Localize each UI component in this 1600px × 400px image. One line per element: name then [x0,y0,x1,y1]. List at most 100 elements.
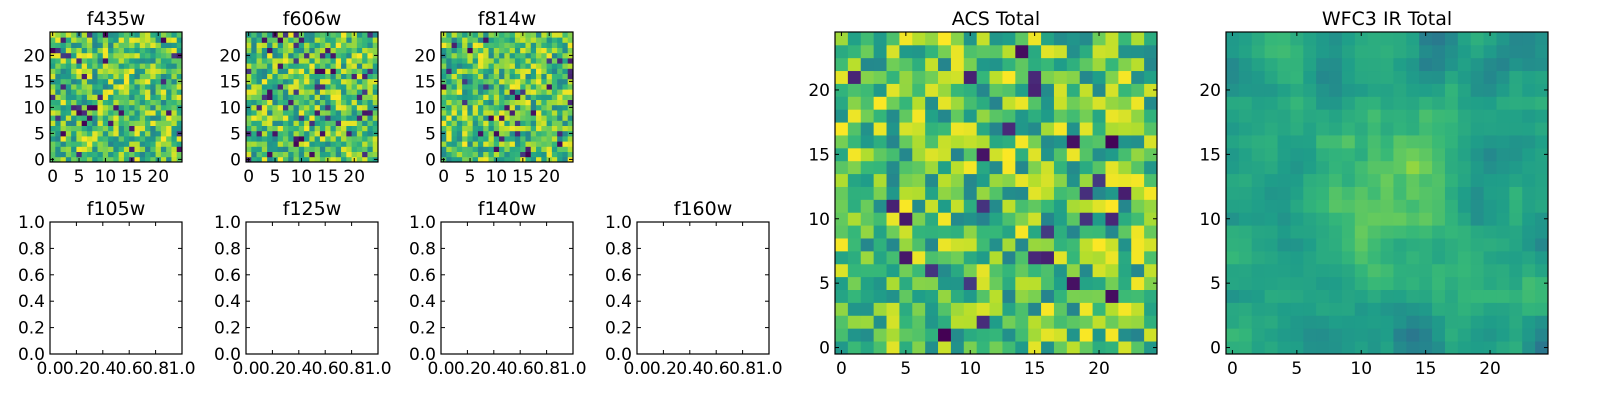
heatmap-cell [97,110,104,116]
heatmap-cell [873,147,887,162]
heatmap-cell [963,302,978,316]
heatmap-cell [886,238,900,252]
heatmap-cell [86,151,93,158]
y-tick-label: 0.4 [214,292,241,312]
x-tick-label: 15 [1415,359,1437,379]
heatmap-cell [976,238,990,252]
heatmap-cell [330,94,337,100]
y-tick-label: 0.2 [18,319,45,339]
x-tick-label: 0 [243,167,254,187]
heatmap-cell [282,156,289,163]
heatmap-cell [1535,315,1549,329]
heatmap-cell [1002,328,1016,342]
heatmap-cell [1522,328,1536,342]
heatmap-cell [530,37,537,43]
heatmap-cell [246,37,252,43]
heatmap-cell [1432,147,1446,162]
heatmap-cell [1432,276,1446,290]
heatmap-cell [1092,238,1106,252]
heatmap-cell [847,276,862,290]
heatmap-cell [102,63,109,69]
heatmap-cell [160,156,167,163]
heatmap-cell [272,47,279,54]
heatmap-cell [1367,238,1381,252]
heatmap-cell [1277,160,1291,175]
heatmap-cell [925,32,939,46]
heatmap-cell [123,58,130,64]
x-tick-label: 10 [95,167,117,187]
heatmap-cell [314,156,321,163]
heatmap-cell [462,156,468,163]
heatmap-cell [1028,250,1042,265]
heatmap-cell [1079,263,1093,278]
heatmap-cell [362,68,368,74]
heatmap-cell [1277,289,1291,303]
heatmap-cell [1496,276,1510,290]
heatmap-cell [1535,263,1549,278]
heatmap-cell [483,47,489,54]
heatmap-cell [288,58,294,64]
heatmap-cell [1367,70,1381,84]
heatmap-cell [1066,70,1081,84]
heatmap-cell [1457,44,1472,59]
heatmap-cell [873,263,887,278]
heatmap-cell [1444,225,1459,239]
heatmap-cell [139,136,146,142]
subplot-title: f125w [283,198,342,220]
heatmap-cell [886,199,900,213]
heatmap-cell [835,135,849,149]
heatmap-cell [372,151,379,158]
heatmap-cell [899,315,913,329]
heatmap-cell [1341,186,1356,200]
heatmap-cell [76,73,83,80]
heatmap-cell [483,136,489,142]
heatmap-cell [1066,160,1081,175]
heatmap-cell [298,47,305,54]
heatmap-cell [989,147,1003,162]
heatmap-cell [102,120,109,126]
heatmap-cell [1264,122,1278,136]
heatmap-cell [1079,250,1093,265]
heatmap-cell [86,68,93,74]
heatmap-cell [989,341,1003,355]
heatmap-cell [1522,160,1536,175]
heatmap-cell [304,47,310,54]
heatmap-cell [325,110,331,116]
heatmap-cell [1277,135,1291,149]
heatmap-cell [557,47,563,54]
heatmap-cell [1341,70,1356,84]
heatmap-cell [277,141,284,147]
heatmap-cell [1105,83,1119,97]
heatmap-cell [261,63,268,69]
heatmap-cell [150,84,156,90]
heatmap-cell [362,110,368,116]
heatmap-cell [1522,302,1536,316]
heatmap-cell [462,89,468,95]
heatmap-cell [1341,109,1356,123]
heatmap-cell [309,73,316,80]
heatmap-cell [551,37,558,43]
heatmap-cell [293,156,300,163]
heatmap-cell [86,110,93,116]
heatmap-cell [509,115,516,121]
x-tick-label: 5 [74,167,85,187]
heatmap-cell [261,94,268,100]
heatmap-cell [1053,160,1068,175]
heatmap-cell [139,84,146,90]
heatmap-cell [123,151,130,158]
heatmap-cell [477,68,484,74]
heatmap-cell [277,73,284,80]
x-tick-label: 0.4 [89,359,116,379]
heatmap-cell [1131,135,1145,149]
heatmap-cell [835,276,849,290]
heatmap-cell [330,89,337,95]
heatmap-cell [176,68,183,74]
heatmap-cell [1264,315,1278,329]
heatmap-cell [860,263,875,278]
heatmap-cell [1329,212,1343,226]
heatmap-cell [256,89,263,95]
heatmap-cell [562,146,569,152]
heatmap-cell [71,78,77,85]
heatmap-cell [1277,186,1291,200]
